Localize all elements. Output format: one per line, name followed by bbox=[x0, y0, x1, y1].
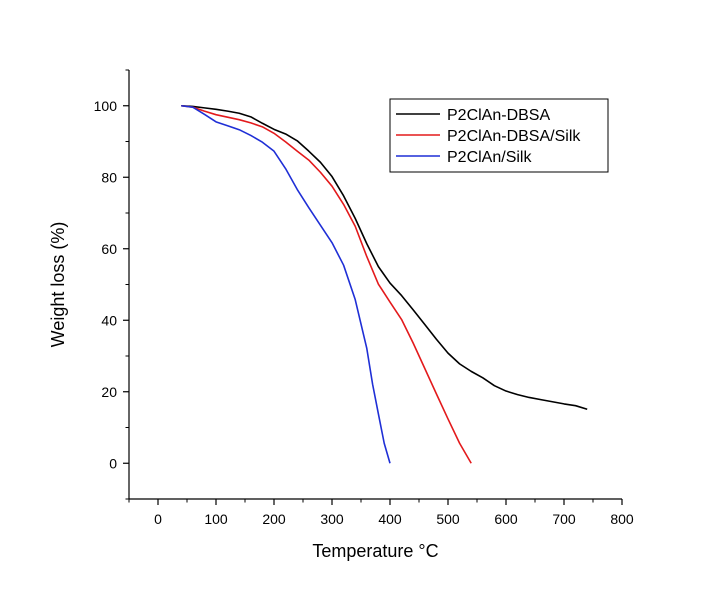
legend-label: P2ClAn/Silk bbox=[447, 149, 532, 166]
axes: 0 100 200 300 400 500 600 700 800 0 20 40 60 80 100 bbox=[94, 69, 634, 527]
series-line-3 bbox=[181, 104, 391, 464]
x-tick-label: 600 bbox=[494, 511, 518, 527]
series-layer bbox=[181, 104, 588, 464]
y-axis-title: Weight loss (%) bbox=[48, 222, 68, 348]
x-tick-label: 500 bbox=[436, 511, 460, 527]
y-tick-label: 100 bbox=[94, 98, 118, 114]
y-tick-label: 60 bbox=[101, 241, 117, 257]
x-tick-label: 200 bbox=[262, 511, 286, 527]
x-axis-title: Temperature °C bbox=[312, 541, 438, 561]
x-tick-label: 800 bbox=[610, 511, 634, 527]
y-tick-label: 0 bbox=[109, 455, 117, 471]
legend: P2ClAn-DBSA P2ClAn-DBSA/Silk P2ClAn/Silk bbox=[389, 98, 609, 173]
x-tick-label: 0 bbox=[154, 511, 162, 527]
x-tick-label: 300 bbox=[320, 511, 344, 527]
y-tick-label: 80 bbox=[101, 169, 117, 185]
x-tick-label: 400 bbox=[378, 511, 402, 527]
series-line-2 bbox=[181, 104, 472, 464]
y-tick-label: 20 bbox=[101, 384, 117, 400]
legend-label: P2ClAn-DBSA/Silk bbox=[447, 128, 581, 145]
x-tick-label: 100 bbox=[204, 511, 228, 527]
x-tick-label: 700 bbox=[552, 511, 576, 527]
legend-label: P2ClAn-DBSA bbox=[447, 107, 550, 124]
series-line-1 bbox=[181, 104, 588, 411]
y-tick-label: 40 bbox=[101, 312, 117, 328]
